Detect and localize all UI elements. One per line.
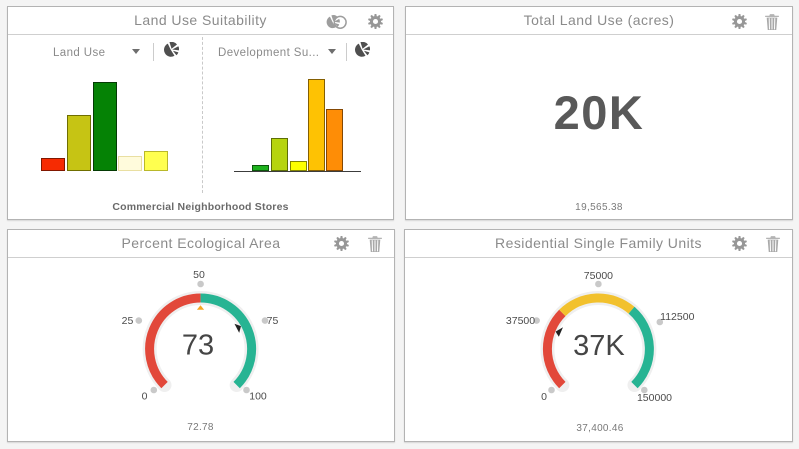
svg-text:50: 50: [193, 269, 205, 281]
svg-text:75000: 75000: [584, 270, 613, 282]
svg-text:25: 25: [122, 315, 134, 327]
svg-text:100: 100: [249, 391, 267, 403]
svg-text:37,400.46: 37,400.46: [576, 423, 623, 434]
svg-text:75: 75: [267, 315, 279, 327]
svg-text:37K: 37K: [573, 330, 625, 362]
svg-text:0: 0: [541, 391, 547, 403]
svg-text:150000: 150000: [637, 392, 672, 404]
svg-text:72.78: 72.78: [187, 422, 214, 433]
svg-text:73: 73: [182, 330, 214, 362]
svg-text:0: 0: [142, 391, 148, 403]
svg-text:112500: 112500: [660, 311, 694, 323]
svg-text:37500: 37500: [506, 315, 535, 327]
